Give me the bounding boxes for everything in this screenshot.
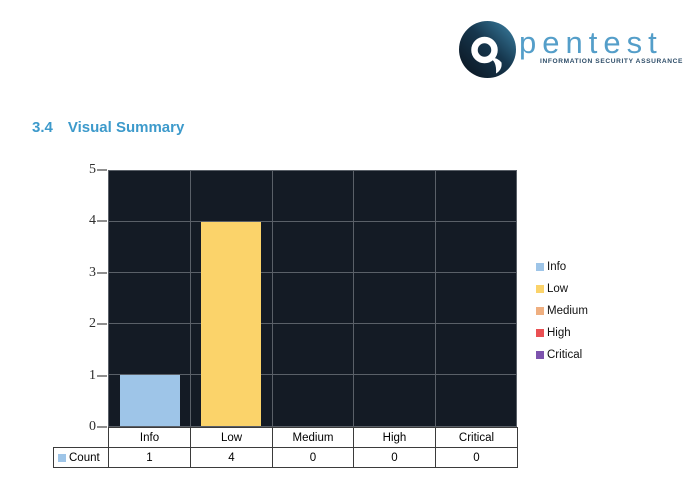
magnifier-q-icon — [459, 21, 516, 78]
bar-low — [201, 222, 262, 426]
horizontal-gridline — [109, 272, 516, 273]
y-tick-label: 3 — [89, 264, 96, 280]
brand-wordmark: pentest — [519, 25, 663, 60]
count-cell-high: 0 — [353, 447, 436, 468]
horizontal-gridline — [109, 323, 516, 324]
legend-label: Medium — [547, 305, 588, 317]
chart-legend: Info Low Medium High Critical — [536, 260, 588, 370]
horizontal-gridline — [109, 374, 516, 375]
legend-label: Low — [547, 283, 569, 295]
vertical-gridline — [271, 171, 273, 426]
brand-tagline: INFORMATION SECURITY ASSURANCE — [540, 58, 684, 65]
y-tick-mark — [97, 220, 107, 223]
y-tick-mark — [97, 169, 107, 171]
legend-item-info: Info — [536, 260, 588, 274]
legend-swatch-high — [536, 329, 544, 337]
section-number: 3.4 — [32, 119, 53, 136]
count-cell-medium: 0 — [272, 447, 354, 468]
vertical-gridline — [353, 171, 355, 426]
legend-label: Critical — [547, 349, 583, 361]
category-cell-low: Low — [190, 427, 273, 448]
y-tick-mark — [97, 271, 107, 274]
bar-chart-plot — [108, 170, 517, 427]
category-cell-info: Info — [108, 427, 191, 448]
legend-item-low: Low — [536, 282, 588, 296]
category-cell-critical: Critical — [435, 427, 518, 448]
y-tick-mark — [97, 323, 107, 326]
legend-swatch-low — [536, 285, 544, 293]
legend-swatch-info — [536, 263, 544, 271]
legend-item-high: High — [536, 326, 588, 340]
vertical-gridline — [190, 171, 192, 426]
y-tick-label: 1 — [89, 367, 96, 383]
series-swatch — [58, 453, 66, 462]
category-cell-medium: Medium — [272, 427, 354, 448]
y-tick-label: 5 — [89, 162, 96, 177]
page-title: Visual Summary — [67, 119, 185, 136]
count-cell-critical: 0 — [435, 447, 518, 468]
legend-swatch-medium — [536, 307, 544, 315]
horizontal-gridline — [109, 221, 516, 222]
legend-label: Info — [547, 261, 567, 273]
legend-label: High — [547, 327, 571, 339]
legend-item-critical: Critical — [536, 348, 588, 362]
legend-item-medium: Medium — [536, 304, 588, 318]
count-cell-info: 1 — [108, 447, 191, 468]
series-label: Count — [69, 451, 100, 464]
y-tick-label: 2 — [89, 316, 96, 332]
legend-swatch-critical — [536, 351, 544, 359]
section-heading: 3.4 Visual Summary — [32, 119, 184, 136]
y-tick-label: 4 — [89, 213, 96, 229]
vertical-gridline — [434, 171, 436, 426]
y-tick-mark — [97, 426, 107, 428]
y-tick-label: 0 — [89, 419, 96, 434]
series-label-cell: Count — [53, 447, 109, 468]
count-cell-low: 4 — [190, 447, 273, 468]
bar-info — [119, 375, 180, 426]
y-tick-mark — [97, 374, 107, 377]
category-cell-high: High — [353, 427, 436, 448]
